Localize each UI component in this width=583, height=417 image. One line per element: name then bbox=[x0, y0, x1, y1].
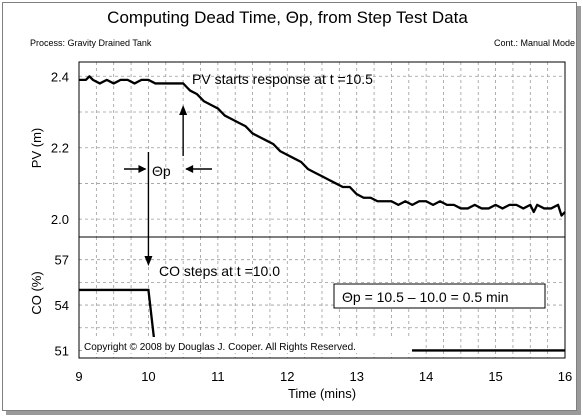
x-axis-label: Time (mins) bbox=[288, 386, 356, 401]
co-y-tick-label: 57 bbox=[55, 253, 69, 268]
co-y-tick-label: 51 bbox=[55, 343, 69, 358]
pv-series-line bbox=[79, 75, 566, 217]
x-tick-label: 16 bbox=[558, 369, 572, 384]
process-label: Process: Gravity Drained Tank bbox=[30, 38, 152, 48]
co-axis-label: CO (%) bbox=[29, 271, 44, 314]
axis-ticks: 2.4 2.2 2.0 57 54 51 9 10 11 12 13 14 15 16 bbox=[51, 69, 572, 384]
x-tick-label: 9 bbox=[75, 369, 82, 384]
theta-right-arrow-head bbox=[185, 165, 194, 173]
theta-left-arrow-head bbox=[138, 165, 147, 173]
pv-y-tick-label: 2.2 bbox=[51, 141, 69, 156]
pv-axis-label: PV (m) bbox=[29, 128, 44, 168]
x-tick-label: 12 bbox=[280, 369, 294, 384]
copyright-notice: Copyright © 2008 by Douglas J. Cooper. A… bbox=[84, 342, 356, 353]
co-plot-area bbox=[78, 236, 566, 359]
co-step-arrow-head bbox=[144, 256, 153, 266]
x-tick-label: 14 bbox=[419, 369, 433, 384]
pv-y-tick-label: 2.4 bbox=[51, 69, 69, 84]
controller-mode-label: Cont.: Manual Mode bbox=[493, 38, 575, 48]
pv-start-annotation: PV starts response at t =10.5 bbox=[192, 71, 373, 87]
chart-title: Computing Dead Time, Θp, from Step Test … bbox=[107, 8, 468, 27]
x-tick-label: 11 bbox=[211, 369, 225, 384]
x-tick-label: 13 bbox=[349, 369, 363, 384]
dead-time-calculation: Θp = 10.5 – 10.0 = 0.5 min bbox=[342, 289, 509, 305]
calc-box bbox=[333, 283, 546, 309]
co-step-annotation: CO steps at t =10.0 bbox=[159, 263, 280, 279]
x-tick-label: 15 bbox=[488, 369, 502, 384]
copyright-background bbox=[82, 337, 412, 353]
x-tick-label: 10 bbox=[141, 369, 155, 384]
co-y-tick-label: 54 bbox=[55, 298, 69, 313]
theta-label: Θp bbox=[152, 163, 171, 179]
annotation-arrows bbox=[124, 105, 212, 266]
pv-y-tick-label: 2.0 bbox=[51, 212, 69, 227]
pv-start-arrow-head bbox=[179, 105, 188, 115]
